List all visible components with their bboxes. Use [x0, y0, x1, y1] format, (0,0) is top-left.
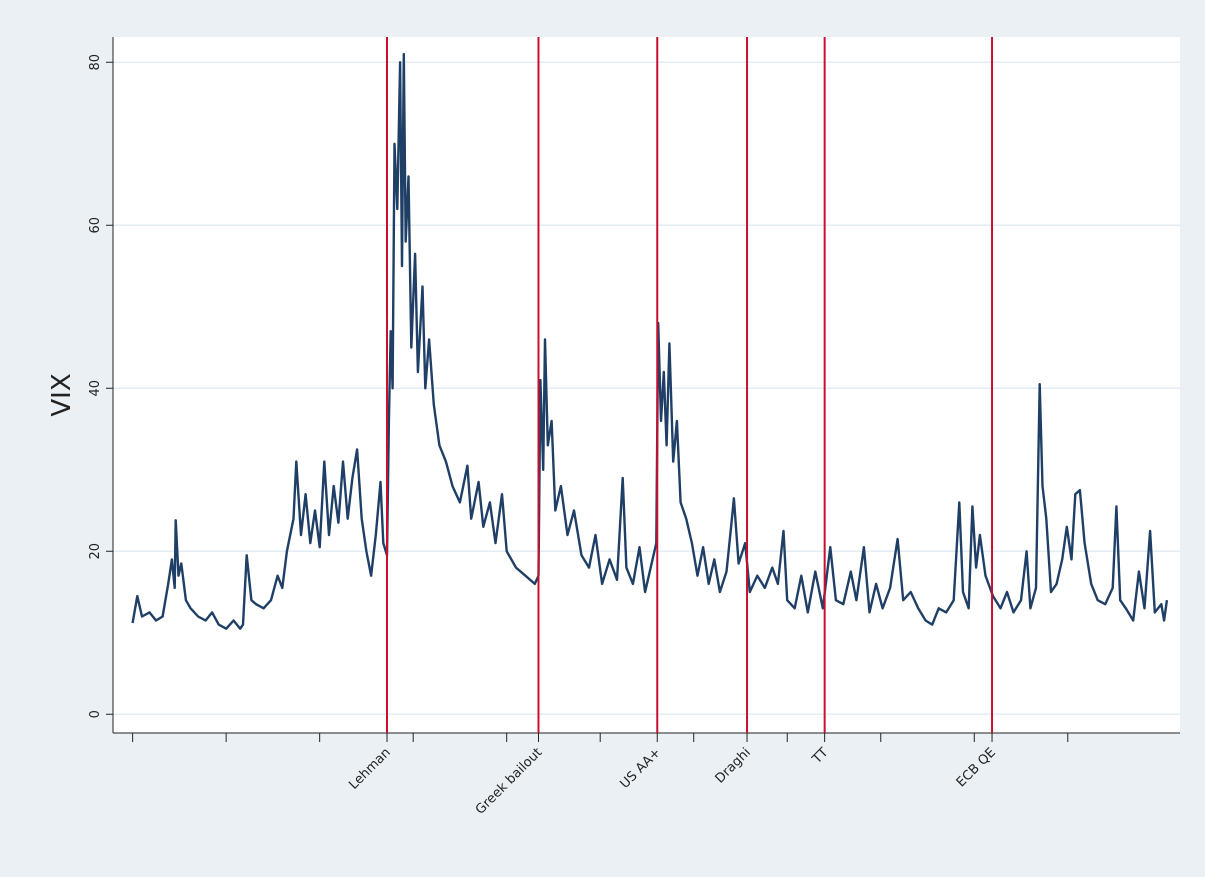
plot-area [113, 37, 1180, 733]
y-tick-label: 40 [88, 380, 103, 397]
y-tick-label: 0 [88, 710, 103, 718]
event-label: TT [809, 745, 831, 767]
y-tick-label: 20 [88, 543, 103, 560]
event-label: Greek bailout [473, 745, 546, 818]
y-tick-label: 80 [88, 54, 103, 71]
event-label: US AA+ [617, 745, 664, 792]
y-tick-label: 60 [88, 217, 103, 234]
event-label: Draghi [713, 745, 754, 786]
y-axis-label: VIX [47, 373, 77, 416]
event-label: Lehman [346, 745, 393, 792]
event-label: ECB QE [954, 745, 999, 790]
